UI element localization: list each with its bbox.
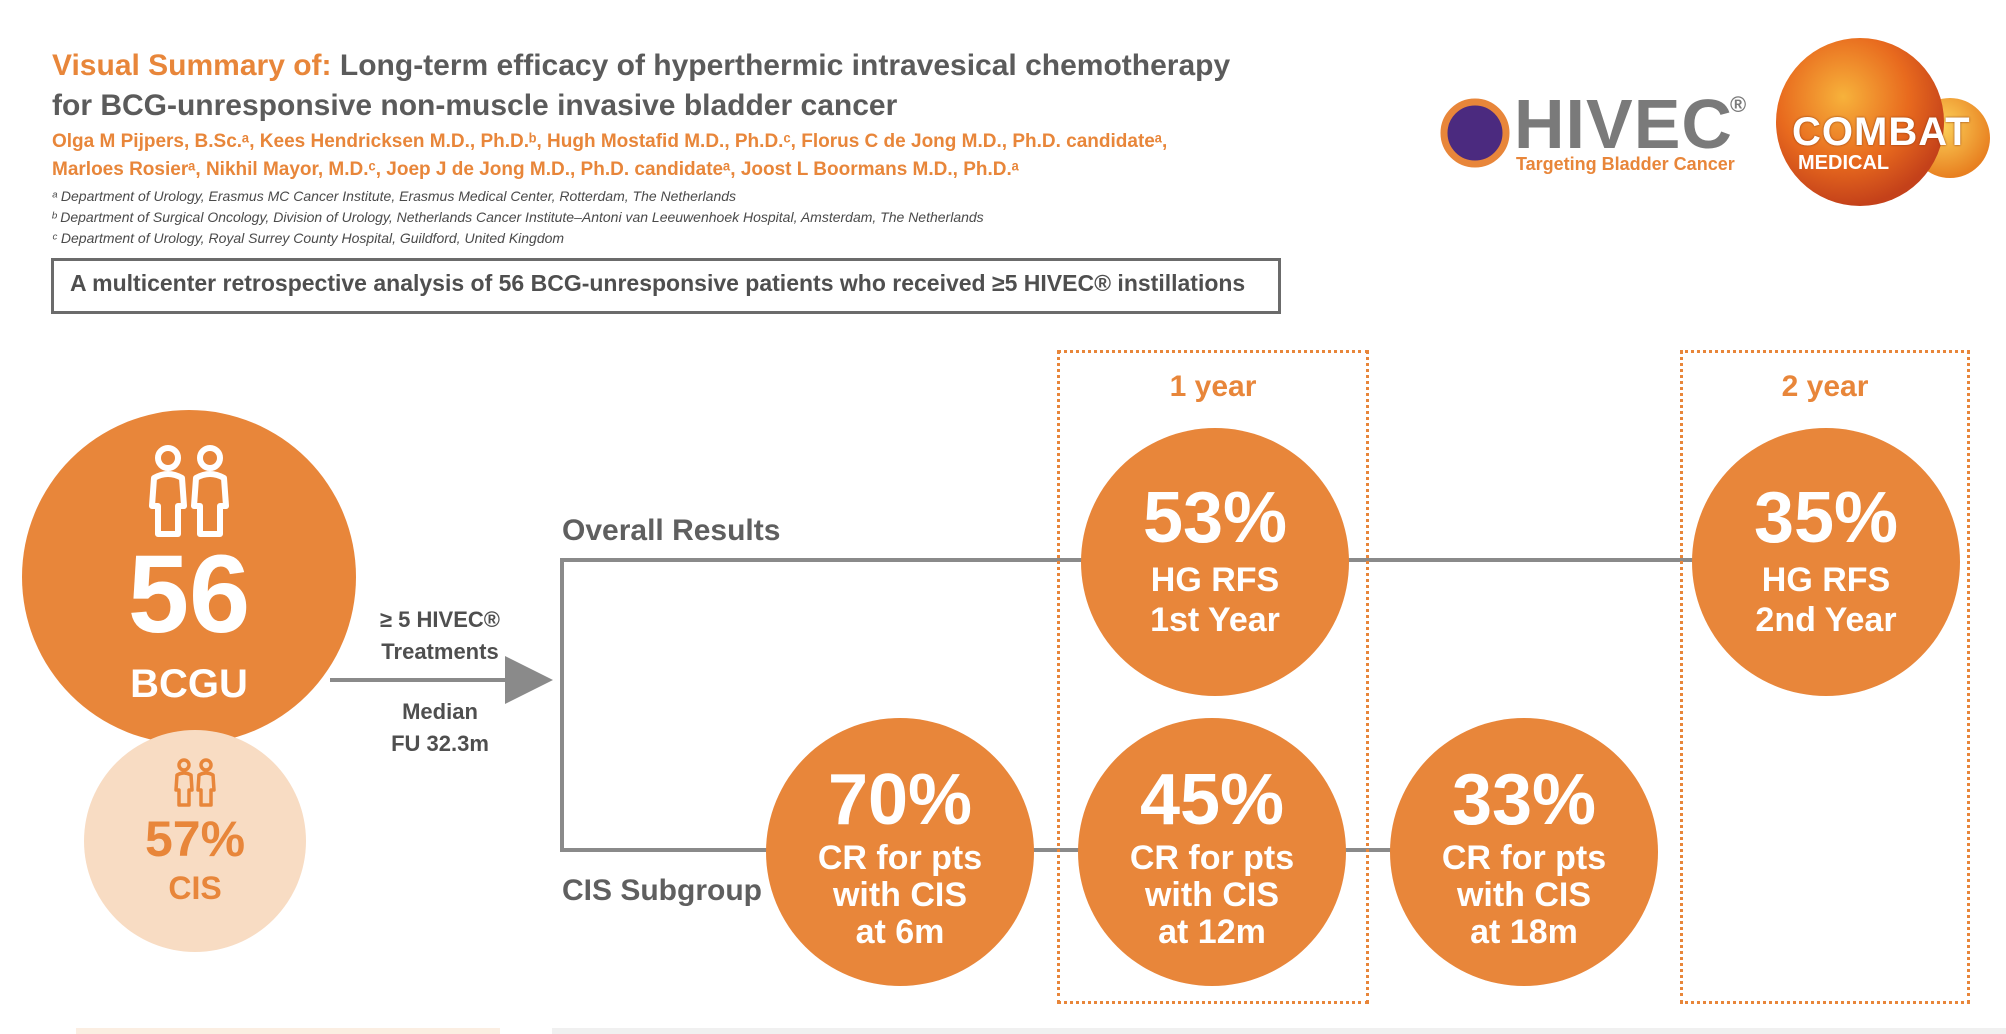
cohort-circle: 56 BCGU (22, 410, 356, 744)
result-line-2: 2nd Year (1755, 601, 1897, 639)
cis-percentage: 57% (144, 811, 246, 867)
combat-sphere-icon (1776, 38, 1990, 206)
cis-label: CIS (168, 870, 222, 906)
page-title: Visual Summary of: Long-term efficacy of… (52, 46, 1230, 86)
title-line-1: Long-term efficacy of hyperthermic intra… (339, 49, 1231, 82)
cis-result-6m: 70% CR for pts with CIS at 6m (766, 718, 1034, 986)
result-percentage: 45% (1139, 760, 1285, 840)
result-line-1: CR for pts (817, 839, 983, 877)
cis-subgroup-label: CIS Subgroup (562, 874, 762, 907)
result-line-1: CR for pts (1129, 839, 1295, 877)
result-line-1: HG RFS (1150, 561, 1280, 599)
result-line-2: with CIS (1144, 876, 1280, 914)
treatment-label: ≥ 5 HIVEC® Treatments (340, 604, 540, 668)
hivec-name: HIVEC (1514, 85, 1733, 163)
hivec-tagline: Targeting Bladder Cancer (1516, 154, 1735, 174)
cis-result-12m: 45% CR for pts with CIS at 12m (1078, 718, 1346, 986)
overall-result-2yr: 35% HG RFS 2nd Year (1692, 428, 1960, 696)
result-percentage: 70% (827, 760, 973, 840)
people-icon (149, 445, 229, 537)
affiliation-a: ᵃ Department of Urology, Erasmus MC Canc… (52, 188, 737, 204)
hivec-logo: HIVEC ® Targeting Bladder Cancer (1440, 85, 1746, 180)
result-line-3: at 12m (1158, 913, 1266, 951)
title-prefix: Visual Summary of: (52, 49, 332, 82)
combat-medical-logo: COMBAT MEDICAL (1770, 38, 2000, 213)
affiliation-b: ᵇ Department of Surgical Oncology, Divis… (52, 209, 984, 225)
result-percentage: 33% (1451, 760, 1597, 840)
authors-line-2: Marloes Rosierᵃ, Nikhil Mayor, M.D.ᶜ, Jo… (52, 159, 1019, 180)
cis-result-18m: 33% CR for pts with CIS at 18m (1390, 718, 1658, 986)
overall-result-1yr: 53% HG RFS 1st Year (1081, 428, 1349, 696)
followup-label: Median FU 32.3m (340, 696, 540, 760)
result-line-2: 1st Year (1150, 601, 1280, 639)
summary-box (51, 258, 1281, 314)
result-line-2: with CIS (832, 876, 968, 914)
followup-line-2: FU 32.3m (391, 731, 489, 756)
combat-top-text: COMBAT (1792, 110, 1971, 154)
title-line-2: for BCG-unresponsive non-muscle invasive… (52, 89, 898, 122)
treatment-line-2: Treatments (381, 639, 499, 664)
hivec-registered: ® (1730, 92, 1747, 117)
overall-results-label: Overall Results (562, 514, 781, 547)
result-percentage: 53% (1142, 478, 1288, 558)
year-1-box (1057, 350, 1369, 1004)
result-percentage: 35% (1753, 478, 1899, 558)
summary-text: A multicenter retrospective analysis of … (70, 270, 1246, 296)
result-line-1: CR for pts (1441, 839, 1607, 877)
cohort-label: BCGU (130, 662, 248, 706)
result-line-2: with CIS (1456, 876, 1592, 914)
people-small-icon (174, 758, 216, 807)
combat-bottom-text: MEDICAL (1798, 152, 1890, 174)
hivec-circle-icon (1440, 98, 1510, 168)
result-line-3: at 6m (855, 913, 945, 951)
affiliation-c: ᶜ Department of Urology, Royal Surrey Co… (52, 230, 565, 246)
cohort-count: 56 (127, 533, 251, 656)
bottom-strip-left (76, 1028, 500, 1034)
result-line-3: at 18m (1470, 913, 1578, 951)
treatment-line-1: ≥ 5 HIVEC® (380, 607, 500, 632)
year-2-box (1680, 350, 1970, 1004)
result-line-1: HG RFS (1761, 561, 1891, 599)
authors-line-1: Olga M Pijpers, B.Sc.ᵃ, Kees Hendricksen… (52, 131, 1168, 152)
bottom-strip-right (552, 1028, 2006, 1034)
cis-circle: 57% CIS (84, 730, 306, 952)
year-1-label: 1 year (1169, 370, 1257, 403)
followup-line-1: Median (402, 699, 478, 724)
year-2-label: 2 year (1781, 370, 1869, 403)
